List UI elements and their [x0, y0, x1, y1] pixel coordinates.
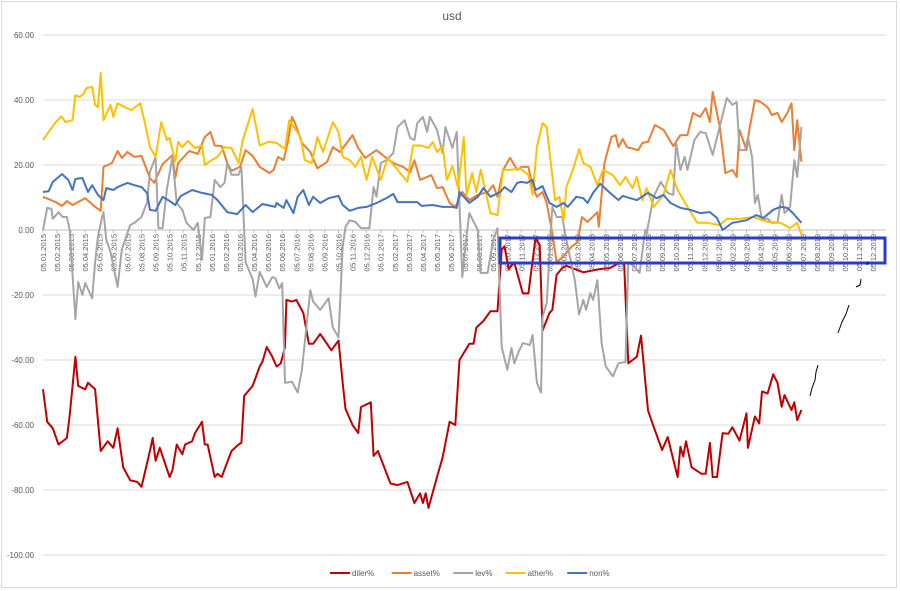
x-tick-label: 05.09.2019 [827, 234, 836, 272]
x-tick-label: 05.05.2019 [771, 234, 780, 272]
x-tick-label: 05.09.2016 [320, 234, 329, 272]
x-tick-label: 05.08.2015 [137, 234, 146, 272]
gridlines [43, 34, 886, 556]
x-tick-label: 05.06.2018 [616, 234, 625, 272]
x-tick-label: 05.03.2019 [743, 234, 752, 272]
x-axis: 05.01.2015 05.02.2015 05.03.2015 05.04.2015… [39, 229, 886, 272]
x-tick-label: 05.05.2018 [602, 234, 611, 272]
legend-label: ather% [528, 569, 553, 578]
x-tick-label: 05.06.2017 [447, 234, 456, 272]
y-tick-label: -80.00 [11, 486, 34, 495]
x-tick-label: 05.04.2016 [250, 234, 259, 272]
highlight-box-annotation [498, 236, 887, 265]
x-tick-label: 05.11.2019 [855, 234, 864, 271]
x-tick-label: 05.12.2017 [531, 234, 540, 272]
y-tick-label: 60.00 [14, 31, 35, 40]
x-tick-label: 05.02.2016 [222, 234, 231, 272]
x-tick-label: 05.03.2018 [574, 234, 583, 272]
x-tick-label: 05.10.2018 [672, 234, 681, 272]
y-tick-label: -100.00 [7, 551, 35, 560]
legend-label: lev% [475, 569, 492, 578]
x-tick-label: 05.06.2019 [785, 234, 794, 272]
x-tick-label: 05.07.2018 [630, 234, 639, 272]
x-tick-label: 05.12.2016 [363, 234, 372, 272]
chart-title: usd [442, 9, 461, 23]
x-tick-label: 05.11.2017 [517, 234, 526, 271]
x-tick-label: 05.06.2015 [109, 234, 118, 272]
x-tick-label: 05.03.2016 [236, 234, 245, 272]
x-tick-label: 05.12.2019 [869, 234, 878, 272]
x-tick-label: 05.08.2019 [813, 234, 822, 272]
x-tick-label: 05.07.2019 [799, 234, 808, 272]
x-tick-label: 05.05.2017 [433, 234, 442, 272]
x-tick-label: 05.02.2018 [560, 234, 569, 272]
legend-item: non% [567, 569, 610, 578]
y-tick-label: -60.00 [11, 421, 34, 430]
handdrawn-trend-annotation [809, 261, 869, 397]
x-tick-label: 05.01.2019 [714, 234, 723, 272]
x-tick-label: 05.01.2017 [377, 234, 386, 272]
series-line-non-pct [42, 173, 803, 231]
x-tick-label: 05.08.2016 [306, 234, 315, 272]
x-tick-label: 05.03.2017 [405, 234, 414, 272]
legend-item: ather% [505, 569, 553, 578]
legend-item: lev% [453, 569, 493, 578]
x-tick-label: 05.02.2015 [53, 234, 62, 272]
x-tick-label: 05.11.2018 [686, 234, 695, 271]
x-tick-label: 05.11.2015 [180, 234, 189, 271]
x-tick-label: 05.04.2018 [588, 234, 597, 272]
y-tick-label: -40.00 [11, 356, 34, 365]
legend-item: asset% [391, 569, 440, 578]
x-tick-label: 05.09.2018 [658, 234, 667, 272]
legend-label: asset% [414, 569, 440, 578]
x-tick-label: 05.07.2015 [123, 234, 132, 272]
x-tick-label: 05.02.2017 [391, 234, 400, 272]
x-tick-label: 05.10.2017 [503, 234, 512, 272]
y-axis-tick-labels: 60.00 40.00 20.00 0.00 -20.00 -40.00 -60.00 -80… [7, 31, 35, 560]
x-tick-label: 05.10.2019 [841, 234, 850, 272]
x-tick-label: 05.01.2016 [208, 234, 217, 272]
x-tick-label: 05.06.2016 [278, 234, 287, 272]
legend: diler% asset% lev% ather% non% [330, 569, 610, 578]
series-line-diler-pct [42, 237, 803, 509]
x-tick-label: 05.11.2016 [349, 234, 358, 271]
y-tick-label: -20.00 [11, 291, 34, 300]
legend-label: non% [589, 569, 609, 578]
x-tick-label: 05.12.2015 [194, 234, 203, 272]
x-tick-label: 05.08.2018 [644, 234, 653, 272]
x-tick-label: 05.04.2019 [757, 234, 766, 272]
x-tick-label: 05.04.2015 [81, 234, 90, 272]
x-tick-label: 05.12.2018 [700, 234, 709, 272]
x-tick-label: 05.10.2015 [166, 234, 175, 272]
x-tick-label: 05.04.2017 [419, 234, 428, 272]
x-tick-label: 05.05.2015 [95, 234, 104, 272]
x-tick-label: 05.10.2016 [334, 234, 343, 272]
y-tick-label: 0.00 [18, 226, 34, 235]
x-tick-label: 05.01.2015 [39, 234, 48, 272]
legend-label: diler% [352, 569, 374, 578]
y-tick-label: 20.00 [14, 161, 35, 170]
series-line-ather-pct [42, 72, 803, 236]
x-tick-label: 05.05.2016 [264, 234, 273, 272]
x-tick-label: 05.09.2015 [152, 234, 161, 272]
series-lines [42, 72, 803, 509]
x-tick-label: 05.07.2016 [292, 234, 301, 272]
x-tick-label: 05.09.2017 [489, 234, 498, 272]
legend-item: diler% [330, 569, 374, 578]
x-tick-label: 05.02.2019 [728, 234, 737, 272]
y-tick-label: 40.00 [14, 96, 35, 105]
